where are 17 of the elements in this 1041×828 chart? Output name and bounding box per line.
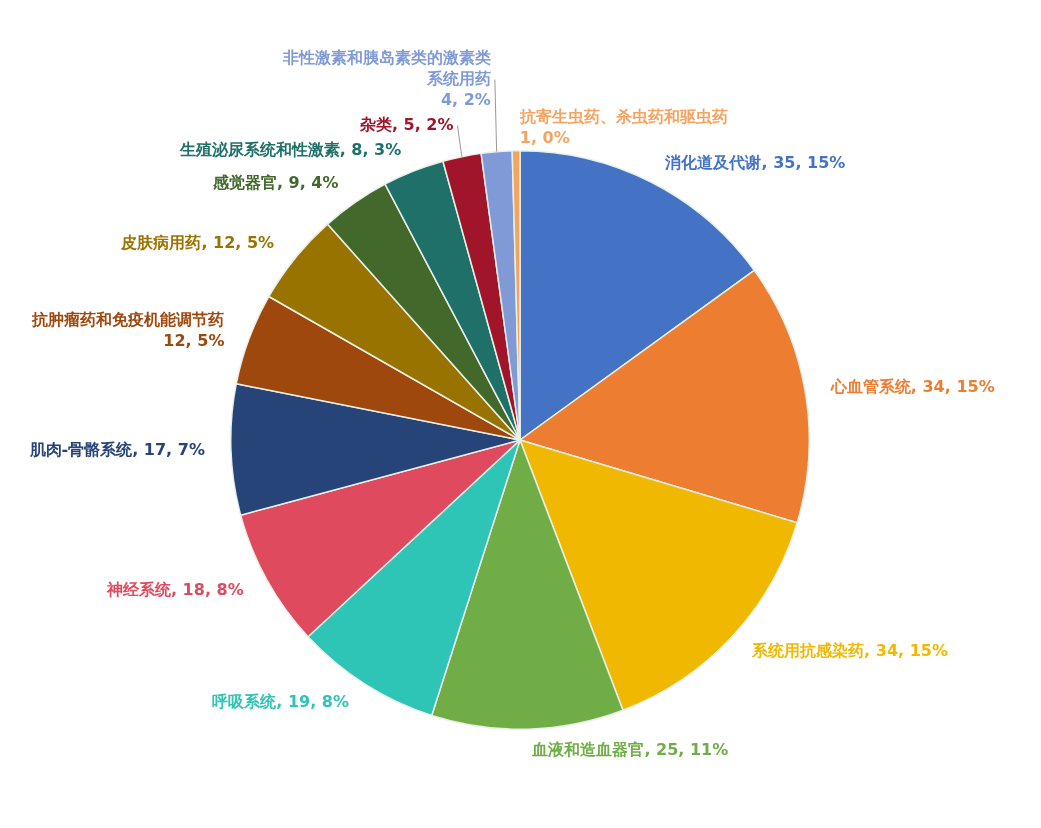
slice-label: 生殖泌尿系统和性激素, 8, 3% (178, 139, 402, 159)
slice-label: 血液和造血器官, 25, 11% (531, 740, 729, 760)
data-label: 1, 0% (519, 128, 570, 148)
slice-label: 皮肤病用药, 12, 5% (120, 233, 275, 253)
data-label: 12, 5% (163, 330, 225, 350)
slice-label: 心血管系统, 34, 15% (829, 376, 995, 396)
slice-label: 抗肿瘤药和免疫机能调节药 (31, 309, 225, 329)
slice-label: 杂类, 5, 2% (358, 114, 454, 134)
slice-label: 系统用抗感染药, 34, 15% (751, 640, 948, 660)
slice-label: 肌肉-骨骼系统, 17, 7% (28, 439, 205, 459)
slice-label: 消化道及代谢, 35, 15% (664, 153, 846, 173)
slice-label: 非性激素和胰岛素类的激素类系统用药 (281, 47, 491, 88)
data-label: 4, 2% (440, 89, 491, 109)
slice-label: 呼吸系统, 19, 8% (212, 691, 350, 711)
slice-label: 抗寄生虫药、杀虫药和驱虫药 (518, 107, 728, 127)
slice-label: 感觉器官, 9, 4% (211, 173, 339, 193)
slice-label: 神经系统, 18, 8% (105, 579, 244, 599)
